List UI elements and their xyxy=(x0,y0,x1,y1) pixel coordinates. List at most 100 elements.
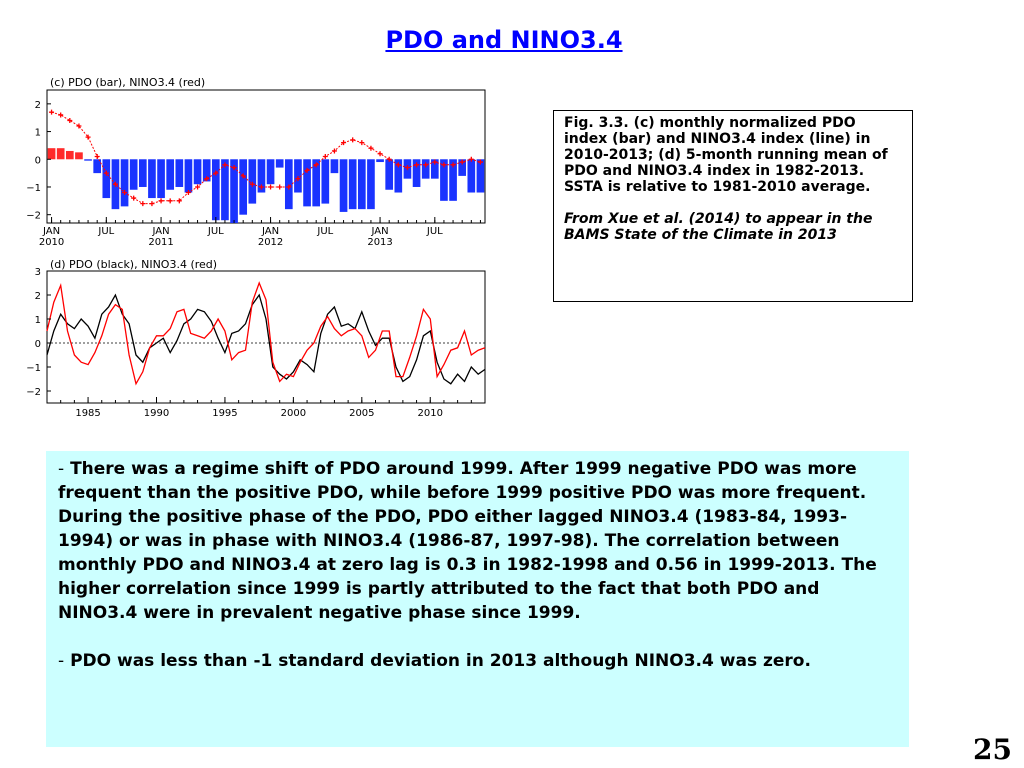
chart-c-pdo-bar xyxy=(303,159,311,207)
figure-caption: Fig. 3.3. (c) monthly normalized PDO ind… xyxy=(553,110,913,302)
chart-c-pdo-bar xyxy=(312,159,321,207)
chart-c-nino-point xyxy=(231,165,237,171)
chart-c-pdo-bar xyxy=(357,159,366,210)
chart-c-nino-line xyxy=(51,111,481,205)
chart-c-pdo-bar xyxy=(175,159,184,187)
chart-d-y-tick-label: 3 xyxy=(35,267,41,278)
chart-c-y-tick-label: −1 xyxy=(26,183,41,194)
chart-c-nino-point xyxy=(185,190,191,196)
chart-c-nino-point xyxy=(313,162,319,168)
chart-c-pdo-bar xyxy=(166,159,175,190)
chart-c-nino-point xyxy=(131,195,137,201)
chart-c-pdo-bar xyxy=(230,159,238,223)
chart-c-pdo-bar xyxy=(440,159,448,201)
chart-c-nino-point xyxy=(404,165,410,171)
chart-c-y-tick-label: 2 xyxy=(35,100,41,111)
chart-c-nino-point xyxy=(350,137,356,143)
chart-c-pdo-bar xyxy=(266,159,275,185)
chart-d-title: (d) PDO (black), NINO3.4 (red) xyxy=(50,258,217,271)
chart-c-pdo-bar xyxy=(65,150,74,160)
chart-c-y-tick-label: −2 xyxy=(26,211,41,222)
chart-c-nino-point xyxy=(176,198,182,204)
chart-c-nino-point xyxy=(414,162,420,168)
chart-c-nino-point xyxy=(459,159,465,165)
chart-c-nino-point xyxy=(359,140,365,146)
chart-c-nino-point xyxy=(477,159,483,165)
chart-c-nino-point xyxy=(49,109,55,115)
chart-c-pdo-bar xyxy=(102,159,111,199)
chart-c-pdo-bar xyxy=(47,148,56,160)
bullet-dash: - xyxy=(58,651,65,671)
chart-c-pdo-bar xyxy=(202,159,211,182)
chart-c-pdo-bar xyxy=(449,159,457,201)
chart-c-pdo-bar xyxy=(376,159,384,163)
chart-c-x-tick-label: JAN xyxy=(42,226,60,237)
chart-d-x-tick-label: 2010 xyxy=(418,408,443,419)
chart-c-pdo-nino-monthly: (c) PDO (bar), NINO3.4 (red) 2 1 0 −1 −2 JAN… xyxy=(26,76,486,248)
chart-d-y-tick-label: 1 xyxy=(35,315,41,326)
chart-d-y-tick-label: −1 xyxy=(26,363,41,374)
chart-c-pdo-bar xyxy=(275,159,284,168)
notes-box: - There was a regime shift of PDO around… xyxy=(46,451,909,747)
note-bullet-2-text: PDO was less than -1 standard deviation … xyxy=(70,651,811,671)
chart-c-nino-point xyxy=(441,162,447,168)
chart-c-pdo-bar xyxy=(394,159,403,193)
chart-c-nino-point xyxy=(222,162,228,168)
chart-c-x-tick-year: 2011 xyxy=(148,237,173,248)
chart-c-nino-point xyxy=(450,162,456,168)
chart-c-nino-point xyxy=(249,181,255,187)
chart-c-pdo-bar xyxy=(330,159,339,174)
note-bullet-1-text: There was a regime shift of PDO around 1… xyxy=(58,459,877,623)
chart-c-pdo-bar xyxy=(221,159,229,221)
chart-c-pdo-bar xyxy=(321,159,330,204)
chart-d-frame xyxy=(46,270,486,404)
chart-c-nino-point xyxy=(122,190,128,196)
chart-d-x-tick-label: 1985 xyxy=(75,408,100,419)
chart-c-nino-point xyxy=(386,156,392,162)
chart-c-x-tick-year: 2013 xyxy=(367,237,392,248)
chart-c-nino-point xyxy=(286,184,292,190)
chart-c-pdo-bar xyxy=(348,159,357,210)
chart-d-y-tick-label: −2 xyxy=(26,387,41,398)
chart-c-pdo-bar xyxy=(458,159,467,176)
caption-citation: From Xue et al. (2014) to appear in the … xyxy=(564,211,873,243)
note-bullet-1: - There was a regime shift of PDO around… xyxy=(58,457,897,625)
chart-c-nino-point xyxy=(103,170,109,176)
chart-c-x-tick-label: JAN xyxy=(371,226,389,237)
chart-c-pdo-bar xyxy=(56,148,65,160)
chart-c-y-tick-label: 1 xyxy=(35,128,41,139)
chart-d-x-tick-label: 1990 xyxy=(144,408,169,419)
chart-c-nino-point xyxy=(58,112,64,118)
chart-c-pdo-bar xyxy=(157,159,165,199)
chart-c-pdo-bar xyxy=(239,159,248,215)
chart-c-pdo-bar xyxy=(284,159,293,210)
chart-c-x-tick-label: JUL xyxy=(426,226,443,237)
chart-c-nino-point xyxy=(167,198,173,204)
bullet-dash: - xyxy=(58,459,65,479)
chart-c-nino-point xyxy=(112,181,118,187)
chart-c-pdo-bar xyxy=(412,159,421,187)
chart-c-pdo-bar xyxy=(129,159,138,190)
chart-d-y-tick-label: 0 xyxy=(35,339,41,350)
chart-c-pdo-bar xyxy=(367,159,375,210)
chart-c-nino-point xyxy=(304,167,310,173)
chart-c-pdo-bar xyxy=(211,159,220,221)
chart-c-nino-point xyxy=(204,176,210,182)
chart-c-nino-point xyxy=(149,201,155,207)
chart-c-nino-point xyxy=(213,170,219,176)
chart-c-nino-point xyxy=(258,184,264,190)
chart-c-nino-point xyxy=(331,148,337,154)
chart-c-y-tick-label: 0 xyxy=(35,155,41,166)
chart-c-nino-point xyxy=(377,151,383,157)
chart-c-nino-point xyxy=(268,184,274,190)
chart-c-nino-point xyxy=(240,173,246,179)
chart-c-pdo-bar xyxy=(421,159,430,179)
chart-c-pdo-bar xyxy=(467,159,476,193)
page-number: 25 xyxy=(973,733,1012,766)
chart-c-pdo-bar xyxy=(294,159,302,193)
chart-c-pdo-bar xyxy=(193,159,202,185)
chart-d-y-tick-label: 2 xyxy=(35,291,41,302)
chart-c-pdo-bar xyxy=(430,159,439,179)
chart-c-x-tick-label: JAN xyxy=(261,226,279,237)
chart-c-x-tick-label: JAN xyxy=(152,226,170,237)
